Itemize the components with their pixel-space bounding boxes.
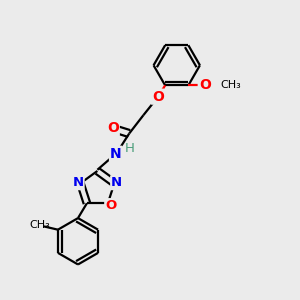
Text: O: O [105,199,116,212]
Text: O: O [152,90,164,104]
Text: N: N [110,147,122,161]
Text: N: N [73,176,84,189]
Text: CH₃: CH₃ [29,220,50,230]
Text: N: N [111,176,122,189]
Text: O: O [107,121,119,135]
Text: H: H [125,142,135,155]
Text: CH₃: CH₃ [220,80,241,90]
Text: O: O [199,78,211,92]
